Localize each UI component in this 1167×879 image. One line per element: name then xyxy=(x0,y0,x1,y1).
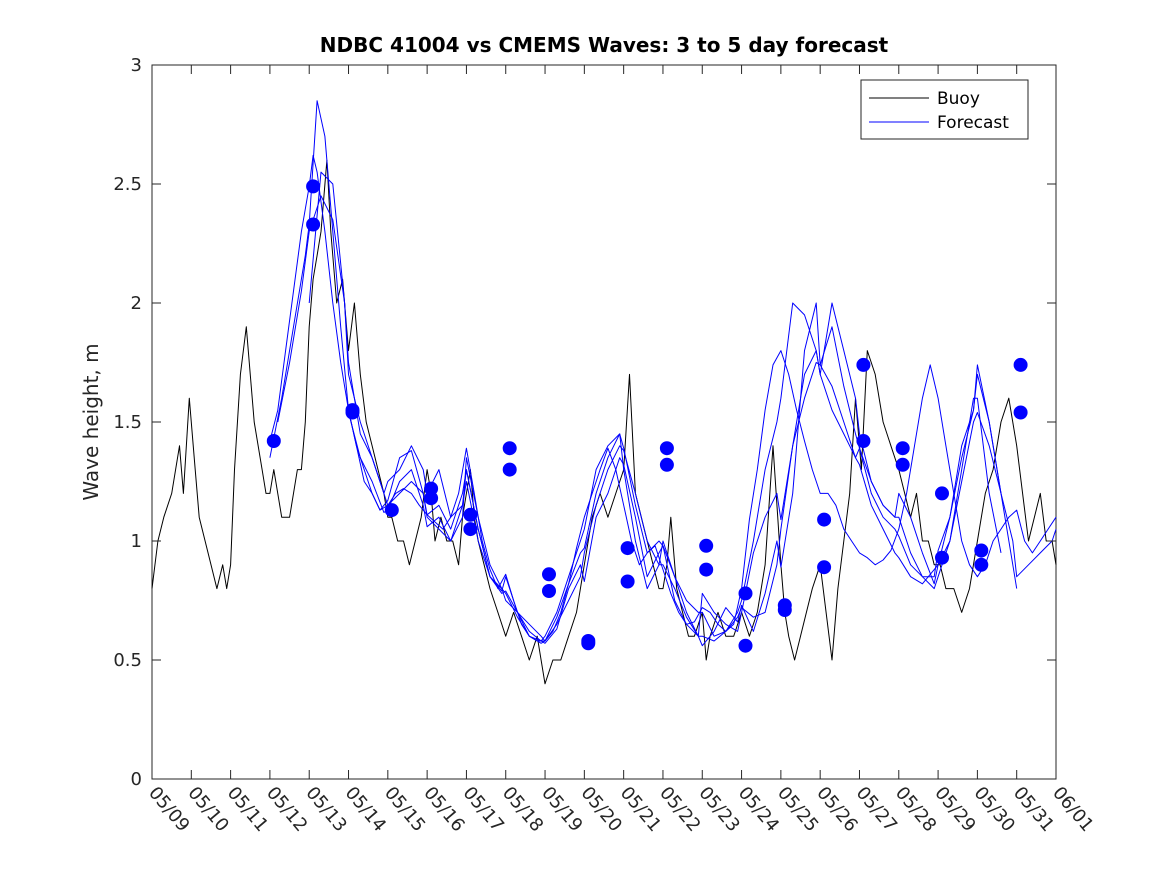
forecast-marker xyxy=(581,636,596,651)
marker-layer xyxy=(266,179,1028,653)
forecast-marker xyxy=(738,586,753,601)
forecast-marker xyxy=(542,584,556,598)
forecast-marker xyxy=(502,462,517,477)
y-tick-label: 1.5 xyxy=(113,412,142,433)
forecast-marker xyxy=(659,457,674,472)
plot-area xyxy=(151,64,1057,780)
y-tick-label: 3 xyxy=(131,55,142,76)
y-tick-label: 0 xyxy=(131,769,142,790)
legend: Buoy Forecast xyxy=(860,79,1029,140)
legend-forecast-label: Forecast xyxy=(937,113,1009,133)
legend-buoy-label: Buoy xyxy=(937,89,980,109)
forecast-marker xyxy=(1013,405,1028,420)
forecast-marker xyxy=(463,522,478,537)
forecast-marker xyxy=(974,557,989,572)
forecast-marker xyxy=(463,507,478,522)
forecast-marker xyxy=(699,538,714,553)
forecast-series-line-4 xyxy=(277,195,1018,644)
forecast-marker xyxy=(856,434,871,448)
forecast-marker xyxy=(935,550,949,565)
forecast-marker xyxy=(424,491,439,506)
y-axis-label: Wave height, m xyxy=(79,343,103,500)
forecast-marker xyxy=(620,574,635,589)
forecast-marker xyxy=(542,567,556,582)
forecast-series-line-2 xyxy=(269,100,1057,647)
forecast-marker xyxy=(1013,357,1028,372)
forecast-marker xyxy=(738,638,753,653)
forecast-marker xyxy=(895,441,910,456)
y-tick-label: 0.5 xyxy=(113,650,142,671)
buoy-series-line xyxy=(151,159,1057,685)
y-tick-label: 1 xyxy=(131,531,142,552)
forecast-marker xyxy=(974,543,989,558)
legend-box xyxy=(860,79,1029,140)
y-tick-label: 2 xyxy=(131,293,142,314)
forecast-marker xyxy=(659,441,674,456)
forecast-marker xyxy=(306,179,321,194)
forecast-marker xyxy=(777,603,792,617)
forecast-marker xyxy=(817,512,832,527)
forecast-marker xyxy=(935,486,949,501)
forecast-marker xyxy=(502,441,517,456)
forecast-marker xyxy=(306,217,321,232)
forecast-marker xyxy=(817,560,832,575)
forecast-marker xyxy=(384,503,399,518)
forecast-marker xyxy=(699,562,714,577)
forecast-marker xyxy=(895,457,910,472)
forecast-marker xyxy=(620,541,635,556)
forecast-series-line-5 xyxy=(348,326,1002,642)
chart-title: NDBC 41004 vs CMEMS Waves: 3 to 5 day fo… xyxy=(320,33,889,57)
forecast-marker xyxy=(345,405,360,420)
forecast-marker xyxy=(266,434,281,448)
y-tick-label: 2.5 xyxy=(113,174,142,195)
forecast-marker xyxy=(856,357,871,372)
